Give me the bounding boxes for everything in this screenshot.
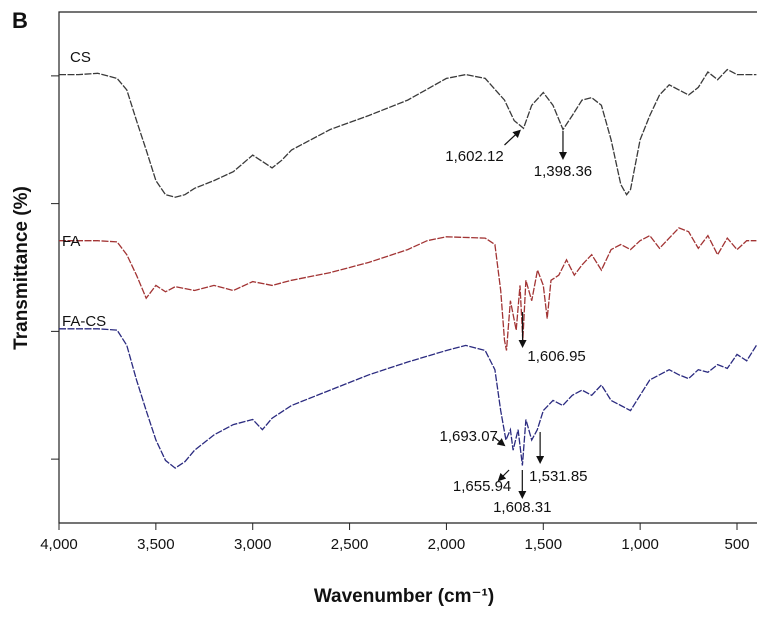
axis-frame	[58, 11, 757, 524]
x-tick-label: 500	[724, 536, 749, 553]
spectrum-line	[59, 68, 757, 198]
x-tick-label: 1,000	[621, 536, 659, 553]
annotation-label: 1,606.95	[527, 348, 585, 365]
annotation-arrow	[497, 469, 510, 482]
annotation-label: 1,693.07	[439, 428, 497, 445]
series-label: FA	[62, 233, 80, 250]
series-label: FA-CS	[62, 313, 106, 330]
annotation-arrow	[493, 436, 506, 447]
panel-label: B	[12, 8, 28, 33]
x-tick-label: 1,500	[525, 536, 563, 553]
annotation-arrow	[504, 129, 521, 146]
x-tick-label: 3,500	[137, 536, 175, 553]
series-label: CS	[70, 49, 91, 66]
x-tick-label: 4,000	[40, 536, 78, 553]
annotation-label: 1,655.94	[453, 478, 511, 495]
spectrum-line	[59, 328, 757, 469]
annotation-label: 1,602.12	[445, 148, 503, 165]
annotation-label: 1,608.31	[493, 499, 551, 516]
x-tick-label: 2,500	[331, 536, 369, 553]
annotation-label: 1,531.85	[529, 468, 587, 485]
x-tick-label: 3,000	[234, 536, 272, 553]
x-tick-label: 2,000	[428, 536, 466, 553]
y-axis-title: Transmittance (%)	[11, 186, 32, 350]
annotation-label: 1,398.36	[534, 163, 592, 180]
x-axis-title: Wavenumber (cm⁻¹)	[314, 586, 494, 607]
spectrum-line	[59, 227, 757, 351]
